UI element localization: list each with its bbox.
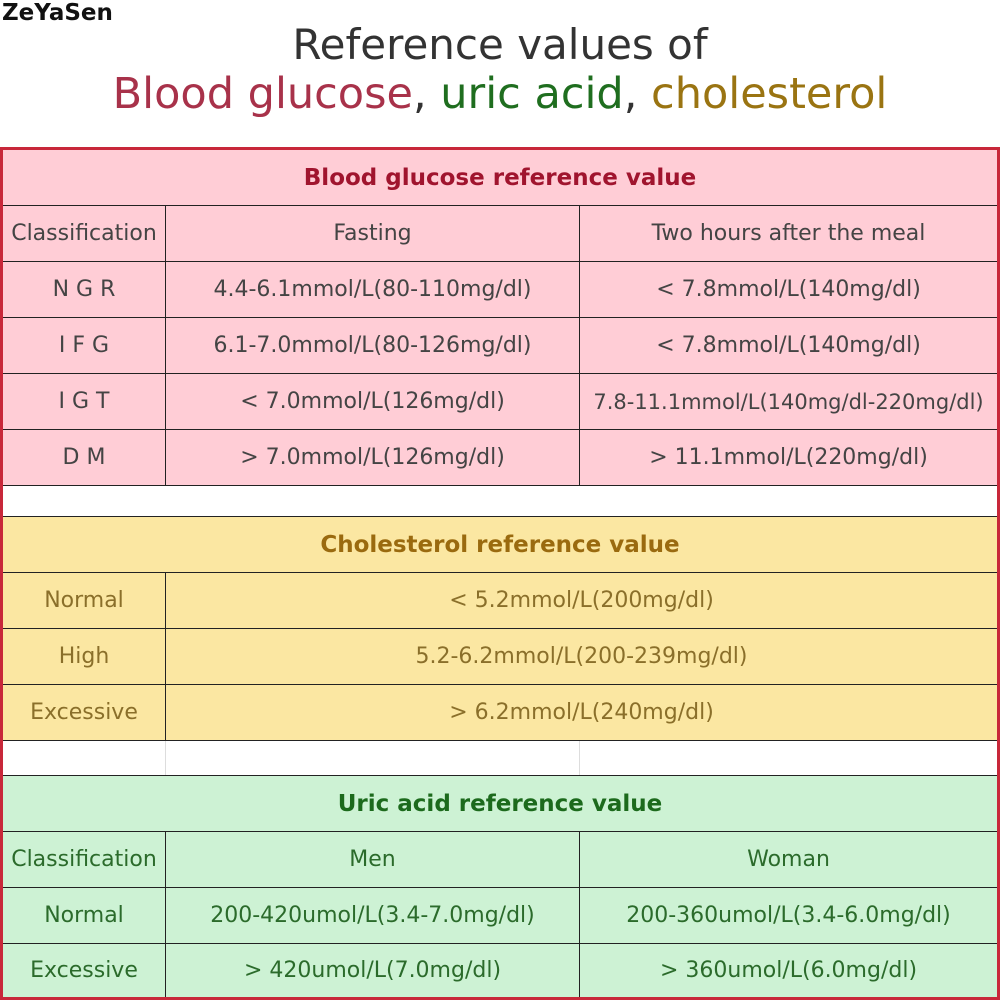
subtitle-uric-acid: uric acid <box>426 69 624 119</box>
uric-acid-header-row: Uric acid reference value <box>3 776 997 832</box>
cholesterol-header-row: Cholesterol reference value <box>3 517 997 573</box>
table-cell: N G R <box>3 262 166 318</box>
table-cell: D M <box>3 430 166 486</box>
table-cell: > 360umol/L(6.0mg/dl) <box>580 944 997 997</box>
table-cell: 6.1-7.0mmol/L(80-126mg/dl) <box>166 318 580 374</box>
table-cell: < 7.8mmol/L(140mg/dl) <box>580 262 997 318</box>
subtitle-comma: , <box>623 69 638 119</box>
table-row: I G T < 7.0mmol/L(126mg/dl) 7.8-11.1mmol… <box>3 374 997 430</box>
spacer-cell <box>3 486 997 516</box>
table-cell: High <box>3 629 166 685</box>
table-cell: > 7.0mmol/L(126mg/dl) <box>166 430 580 486</box>
table-cell: Normal <box>3 888 166 944</box>
table-cell: Normal <box>3 573 166 629</box>
page-subtitle: Blood glucose, uric acid, cholesterol <box>0 68 1000 120</box>
table-row: I F G 6.1-7.0mmol/L(80-126mg/dl) < 7.8mm… <box>3 318 997 374</box>
table-row: D M > 7.0mmol/L(126mg/dl) > 11.1mmol/L(2… <box>3 430 997 486</box>
table-cell: > 11.1mmol/L(220mg/dl) <box>580 430 997 486</box>
table-row: Normal 200-420umol/L(3.4-7.0mg/dl) 200-3… <box>3 888 997 944</box>
table-cell: > 6.2mmol/L(240mg/dl) <box>166 685 997 741</box>
table-cell: 4.4-6.1mmol/L(80-110mg/dl) <box>166 262 580 318</box>
glucose-column-headers: Classification Fasting Two hours after t… <box>3 206 997 262</box>
table-cell: < 7.8mmol/L(140mg/dl) <box>580 318 997 374</box>
subtitle-comma: , <box>412 69 427 119</box>
column-header: Classification <box>3 206 166 262</box>
table-cell: > 420umol/L(7.0mg/dl) <box>166 944 580 997</box>
page-title: Reference values of <box>292 20 708 69</box>
subtitle-glucose: Blood glucose <box>112 69 413 119</box>
table-cell: < 5.2mmol/L(200mg/dl) <box>166 573 997 629</box>
column-header: Two hours after the meal <box>580 206 997 262</box>
cholesterol-section-title: Cholesterol reference value <box>3 517 997 573</box>
table-cell: I F G <box>3 318 166 374</box>
column-header: Classification <box>3 832 166 888</box>
uric-acid-section-title: Uric acid reference value <box>3 776 997 832</box>
table-cell: Excessive <box>3 685 166 741</box>
section-spacer <box>3 486 997 517</box>
reference-table: Blood glucose reference value Classifica… <box>0 147 1000 1000</box>
table-cell: I G T <box>3 374 166 430</box>
table-row: N G R 4.4-6.1mmol/L(80-110mg/dl) < 7.8mm… <box>3 262 997 318</box>
table-cell: 5.2-6.2mmol/L(200-239mg/dl) <box>166 629 997 685</box>
table-row: Excessive > 420umol/L(7.0mg/dl) > 360umo… <box>3 944 997 997</box>
table-row: Normal < 5.2mmol/L(200mg/dl) <box>3 573 997 629</box>
glucose-section-title: Blood glucose reference value <box>3 150 997 206</box>
table-cell: 200-420umol/L(3.4-7.0mg/dl) <box>166 888 580 944</box>
brand-logo-text: ZeYaSen <box>2 0 113 26</box>
uric-acid-column-headers: Classification Men Woman <box>3 832 997 888</box>
table-cell: 200-360umol/L(3.4-6.0mg/dl) <box>580 888 997 944</box>
table-cell: < 7.0mmol/L(126mg/dl) <box>166 374 580 430</box>
section-spacer <box>3 741 997 776</box>
table-row: High 5.2-6.2mmol/L(200-239mg/dl) <box>3 629 997 685</box>
spacer-cell <box>580 741 997 775</box>
spacer-cell <box>166 741 580 775</box>
column-header: Men <box>166 832 580 888</box>
table-row: Excessive > 6.2mmol/L(240mg/dl) <box>3 685 997 741</box>
subtitle-cholesterol: cholesterol <box>637 69 888 119</box>
table-cell: Excessive <box>3 944 166 997</box>
column-header: Woman <box>580 832 997 888</box>
spacer-cell <box>3 741 166 775</box>
column-header: Fasting <box>166 206 580 262</box>
table-cell: 7.8-11.1mmol/L(140mg/dl-220mg/dl) <box>580 374 997 430</box>
glucose-header-row: Blood glucose reference value <box>3 150 997 206</box>
